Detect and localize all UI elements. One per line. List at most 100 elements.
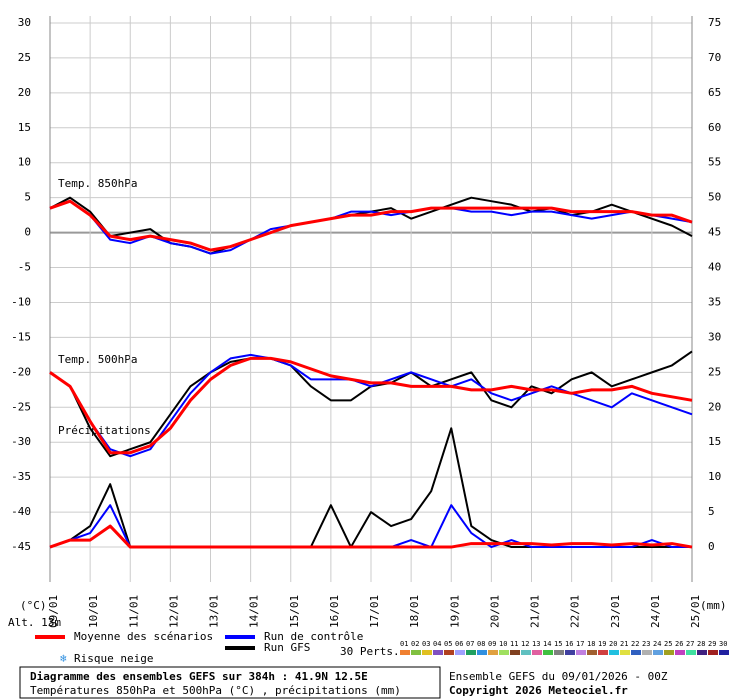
pert-swatch [697, 650, 707, 655]
y-tick-label: 20 [18, 86, 31, 99]
pert-number: 08 [477, 640, 485, 648]
x-tick-label: 11/01 [127, 595, 140, 628]
pert-swatch [499, 650, 509, 655]
pert-number: 21 [620, 640, 628, 648]
snow-icon: ❄ [60, 652, 67, 665]
pert-swatch [477, 650, 487, 655]
pert-number: 03 [422, 640, 430, 648]
pert-swatch [719, 650, 729, 655]
pert-number: 18 [587, 640, 595, 648]
line-precip [49, 524, 693, 549]
legend-label: Run GFS [264, 641, 310, 654]
pert-number: 10 [499, 640, 507, 648]
pert-swatch [422, 650, 432, 655]
pert-swatch [521, 650, 531, 655]
pert-number: 01 [400, 640, 408, 648]
y2-tick-label: 25 [708, 365, 721, 378]
y-tick-label: -30 [11, 435, 31, 448]
footer-subtitle: Températures 850hPa et 500hPa (°C) , pré… [30, 684, 401, 697]
pert-swatch [455, 650, 465, 655]
y2-tick-label: 40 [708, 261, 721, 274]
y-tick-label: 25 [18, 51, 31, 64]
pert-number: 12 [521, 640, 529, 648]
y2-tick-label: 60 [708, 121, 721, 134]
pert-number: 15 [554, 640, 562, 648]
pert-number: 25 [664, 640, 672, 648]
pert-number: 23 [642, 640, 650, 648]
pert-swatch [675, 650, 685, 655]
pert-swatch [598, 650, 608, 655]
pert-number: 17 [576, 640, 584, 648]
x-tick-label: 10/01 [87, 595, 100, 628]
x-tick-label: 13/01 [208, 595, 221, 628]
pert-number: 20 [609, 640, 617, 648]
y2-tick-label: 50 [708, 191, 721, 204]
x-tick-label: 20/01 [488, 595, 501, 628]
pert-number: 26 [675, 640, 683, 648]
y2-unit: (mm) [700, 599, 727, 612]
pert-number: 24 [653, 640, 661, 648]
pert-swatch [510, 650, 520, 655]
y2-tick-label: 5 [708, 505, 715, 518]
footer-box [19, 666, 441, 699]
y-tick-label: 30 [18, 16, 31, 29]
x-tick-label: 09/01 [47, 595, 60, 628]
pert-swatch [587, 650, 597, 655]
pert-number: 19 [598, 640, 606, 648]
pert-swatch [444, 650, 454, 655]
y-tick-label: -40 [11, 505, 31, 518]
x-tick-label: 24/01 [649, 595, 662, 628]
pert-number: 11 [510, 640, 518, 648]
x-tick-label: 22/01 [569, 595, 582, 628]
pert-swatch [488, 650, 498, 655]
pert-number: 07 [466, 640, 474, 648]
pert-number: 22 [631, 640, 639, 648]
pert-swatch [653, 650, 663, 655]
y2-tick-label: 30 [708, 330, 721, 343]
legend-label: Run de contrôle [264, 630, 363, 643]
y-tick-label: -35 [11, 470, 31, 483]
pert-swatch [565, 650, 575, 655]
y2-tick-label: 45 [708, 226, 721, 239]
y2-tick-label: 15 [708, 435, 721, 448]
pert-swatch [609, 650, 619, 655]
pert-number: 30 [719, 640, 727, 648]
pert-swatch [620, 650, 630, 655]
pert-number: 04 [433, 640, 441, 648]
pert-number: 09 [488, 640, 496, 648]
y-tick-label: -20 [11, 365, 31, 378]
y-tick-label: -5 [18, 261, 31, 274]
line-values_500 [49, 356, 693, 455]
y-tick-label: 15 [18, 121, 31, 134]
x-tick-label: 23/01 [609, 595, 622, 628]
footer-copyright: Copyright 2026 Meteociel.fr [449, 684, 628, 697]
x-tick-label: 21/01 [529, 595, 542, 628]
annotation: Temp. 500hPa [58, 353, 137, 366]
perts-label: 30 Perts. [340, 645, 400, 658]
x-tick-label: 12/01 [167, 595, 180, 628]
x-tick-label: 19/01 [448, 595, 461, 628]
y2-tick-label: 75 [708, 16, 721, 29]
y-tick-label: 10 [18, 156, 31, 169]
x-tick-label: 17/01 [368, 595, 381, 628]
altitude: Alt. 13m [8, 616, 61, 629]
x-tick-label: 18/01 [408, 595, 421, 628]
y-tick-label: -10 [11, 295, 31, 308]
y-tick-label: -25 [11, 400, 31, 413]
x-tick-label: 16/01 [328, 595, 341, 628]
y2-tick-label: 70 [708, 51, 721, 64]
pert-number: 05 [444, 640, 452, 648]
annotation: Précipitations [58, 424, 151, 437]
x-tick-label: 15/01 [288, 595, 301, 628]
pert-number: 02 [411, 640, 419, 648]
pert-swatch [642, 650, 652, 655]
legend-label: Moyenne des scénarios [74, 630, 213, 643]
y-tick-label: -15 [11, 330, 31, 343]
pert-number: 06 [455, 640, 463, 648]
pert-swatch [554, 650, 564, 655]
pert-swatch [708, 650, 718, 655]
y2-tick-label: 20 [708, 400, 721, 413]
footer-run: Ensemble GEFS du 09/01/2026 - 00Z [449, 670, 668, 683]
pert-swatch [532, 650, 542, 655]
y2-tick-label: 10 [708, 470, 721, 483]
